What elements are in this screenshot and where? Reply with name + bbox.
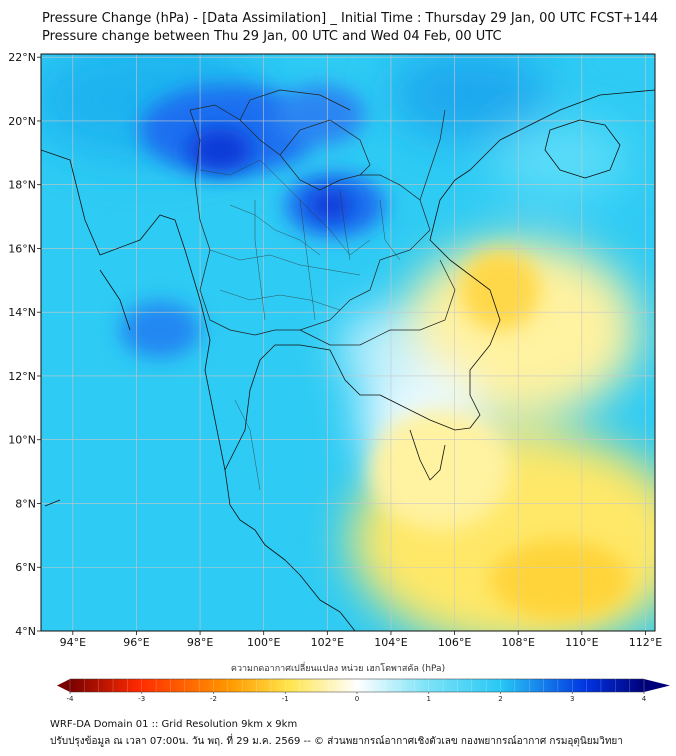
colorbar-label: ความกดอากาศเปลี่ยนแปลง หน่วย เฮกโตพาสคัล…: [230, 664, 446, 674]
low-center-north-thailand: [188, 128, 252, 172]
lat-tick-label: 18°N: [8, 179, 36, 192]
colorbar-tick-label: 4: [642, 695, 647, 703]
colorbar-tick-label: -2: [210, 695, 217, 703]
lat-tick-label: 10°N: [8, 434, 36, 447]
lon-tick-label: 98°E: [187, 636, 213, 649]
pressure-field: [41, 54, 655, 631]
footer-credit: ปรับปรุงข้อมูล ณ เวลา 07:00น. วัน พฤ. ที…: [50, 736, 623, 747]
lon-tick-label: 102°E: [311, 636, 344, 649]
colorbar-tick-label: -3: [138, 695, 145, 703]
lon-tick-label: 96°E: [123, 636, 149, 649]
lon-tick-label: 112°E: [629, 636, 662, 649]
lon-tick-label: 106°E: [438, 636, 471, 649]
lon-tick-label: 104°E: [374, 636, 407, 649]
lon-tick-label: 94°E: [60, 636, 86, 649]
lat-tick-label: 22°N: [8, 51, 36, 64]
plot-frame: [40, 53, 656, 632]
colorbar-tick-label: -4: [67, 695, 75, 703]
lat-tick-label: 16°N: [8, 242, 36, 255]
low-center-laos: [308, 189, 352, 221]
lat-tick-label: 4°N: [15, 625, 36, 638]
coastlines: [41, 89, 655, 631]
colorbar-tick-label: 3: [570, 695, 574, 703]
lon-tick-label: 110°E: [565, 636, 598, 649]
country-borders: [189, 89, 456, 346]
colorbar-tick-label: 2: [498, 695, 502, 703]
lat-tick-label: 6°N: [15, 561, 36, 574]
chart-title: Pressure Change (hPa) - [Data Assimilati…: [42, 11, 659, 26]
latitude-axis: 22°N 20°N 18°N 16°N 14°N 12°N 10°N 8°N 6°N 4°N: [8, 51, 41, 638]
lat-tick-label: 14°N: [8, 306, 36, 319]
lon-tick-label: 108°E: [501, 636, 534, 649]
colorbar-tick-label: 0: [355, 695, 359, 703]
longitude-axis: 94°E 96°E 98°E 100°E 102°E 104°E 106°E 108°E 110…: [60, 631, 662, 649]
lat-tick-label: 8°N: [15, 497, 36, 510]
colorbar: -4 -3 -2 -1 0 1 2 3 4: [57, 678, 670, 703]
colorbar-tick-label: 1: [427, 695, 431, 703]
footer-domain-info: WRF-DA Domain 01 :: Grid Resolution 9km …: [50, 719, 298, 730]
chart-subtitle: Pressure change between Thu 29 Jan, 00 U…: [42, 29, 502, 44]
colorbar-tick-label: -1: [282, 695, 289, 703]
lon-tick-label: 100°E: [247, 636, 280, 649]
lat-tick-label: 12°N: [8, 370, 36, 383]
lat-tick-label: 20°N: [8, 115, 36, 128]
province-borders: [199, 159, 401, 491]
